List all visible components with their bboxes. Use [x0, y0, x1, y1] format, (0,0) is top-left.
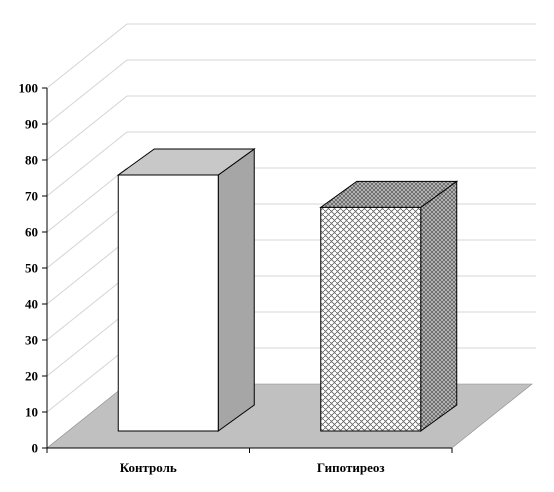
- bar-side-1: [420, 180, 458, 432]
- gridline-side-5: [46, 203, 128, 269]
- gridline-side-3: [46, 275, 128, 341]
- bar-0: [116, 148, 256, 432]
- y-tick-label-2: 20: [25, 369, 38, 384]
- bar-side-0: [217, 148, 255, 432]
- y-tick-label-4: 40: [25, 297, 38, 312]
- gridline-side-10: [46, 23, 128, 89]
- bar-1: [319, 180, 459, 432]
- y-tick-label-0: 0: [32, 441, 39, 456]
- x-category-label-0: Контроль: [120, 460, 177, 475]
- gridline-side-2: [46, 311, 128, 377]
- bar-front-1: [320, 206, 422, 432]
- gridline-side-1: [46, 347, 128, 413]
- y-tick-label-7: 70: [25, 189, 38, 204]
- x-category-label-1: Гипотиреоз: [317, 460, 385, 475]
- gridline-side-8: [46, 95, 128, 161]
- y-tick-label-9: 90: [25, 117, 38, 132]
- y-tick-label-1: 10: [25, 405, 38, 420]
- bar-front-0: [117, 174, 219, 432]
- y-tick-label-3: 30: [25, 333, 38, 348]
- y-tick-label-10: 100: [19, 81, 39, 96]
- gridline-side-9: [46, 59, 128, 125]
- gridline-side-6: [46, 167, 128, 233]
- gridline-side-4: [46, 239, 128, 305]
- gridline-side-7: [46, 131, 128, 197]
- y-tick-label-5: 50: [25, 261, 38, 276]
- y-tick-label-6: 60: [25, 225, 38, 240]
- y-tick-label-8: 80: [25, 153, 38, 168]
